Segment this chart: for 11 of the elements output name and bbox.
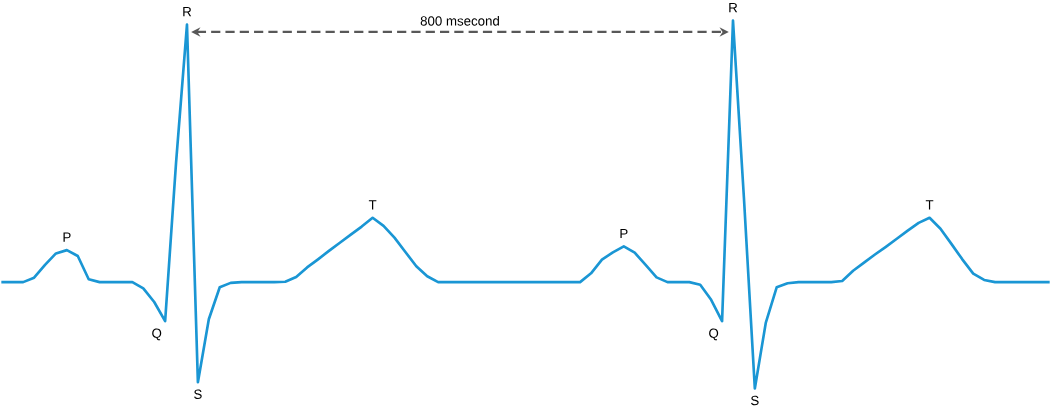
annotation: Q bbox=[152, 328, 162, 341]
text: S bbox=[751, 395, 759, 406]
text: R bbox=[729, 2, 738, 13]
annotation: 800 msecond bbox=[420, 15, 499, 26]
annotation: T bbox=[925, 200, 934, 210]
annotation: Q bbox=[709, 328, 719, 341]
text: R bbox=[183, 6, 192, 17]
text: S bbox=[194, 389, 202, 399]
annotation: T bbox=[368, 200, 377, 210]
annotation: P bbox=[63, 232, 71, 242]
annotation: P bbox=[620, 228, 628, 238]
